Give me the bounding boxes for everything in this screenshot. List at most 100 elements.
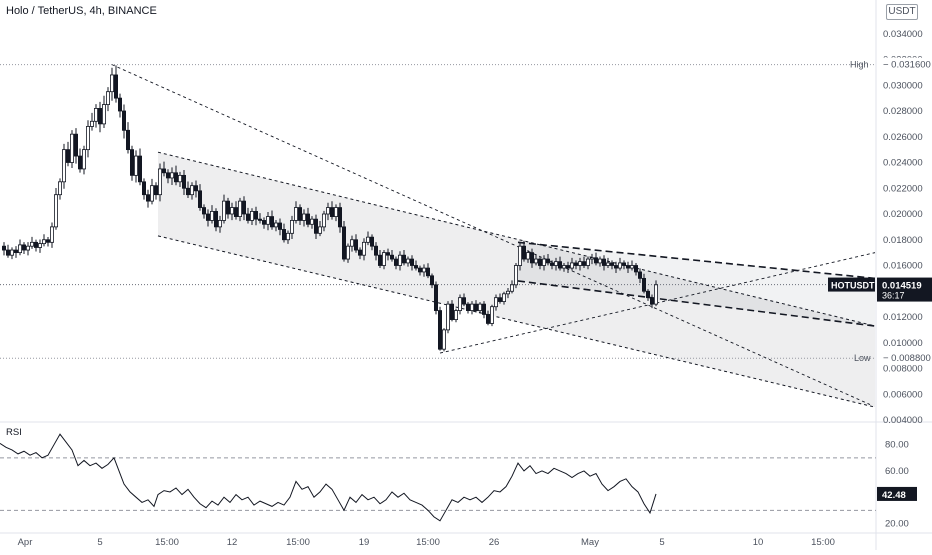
candle-body [357,249,362,256]
candle-body [534,258,539,264]
candle-body [137,155,142,183]
candle-body [582,261,587,266]
candle-body [586,258,591,266]
candle-body [74,133,79,157]
candle-body [401,254,406,264]
candle-body [473,303,478,311]
candle-body [329,207,334,217]
candle-body [546,258,551,264]
candle-body [257,218,262,221]
price-tick-label: 0.024000 [883,158,923,169]
candle-body [50,226,55,243]
rsi-tick-label: 60.00 [885,466,909,477]
candle-body [161,168,166,174]
candle-body [469,303,474,311]
candle-body [566,265,571,269]
candle-body [62,149,67,183]
candle-body [82,149,87,170]
candle-body [594,257,599,264]
candle-body [558,261,563,269]
candle-body [165,172,170,179]
rsi-line [0,433,657,522]
small-channel-upper [517,241,876,280]
time-tick-label: Apr [18,537,33,548]
candle-body [245,213,250,221]
symbol-label-bg [828,277,875,292]
candle-body [90,120,95,127]
candle-body [209,211,214,221]
low-label: Low [854,353,871,363]
candle-body [321,213,326,228]
candle-body [501,293,506,302]
candle-body [173,172,178,183]
candle-body [393,258,398,266]
candle-body [305,213,310,225]
time-tick-label: 5 [97,537,102,548]
time-tick-label: 5 [659,537,664,548]
candle-body [281,229,286,241]
low-value: − 0.008800 [883,353,931,364]
candle-body [273,222,278,228]
candle-body [2,245,7,251]
candle-body [78,155,83,170]
candle-body [213,211,218,228]
candle-body [497,297,502,302]
candle-body [277,222,282,230]
candle-body [42,239,47,245]
candle-body [225,200,230,215]
large-channel-upper [157,151,876,327]
candle-body [309,218,314,225]
high-value: − 0.031600 [883,60,931,71]
candle-body [133,155,138,176]
candle-body [441,329,446,350]
candle-body [229,207,234,215]
candle-body [237,200,242,217]
candle-body [94,108,99,122]
currency-selector[interactable]: USDT [886,4,918,20]
candle-body [389,254,394,260]
candle-body [485,314,490,324]
candle-body [114,74,119,99]
candle-body [110,74,115,93]
candle-body [189,185,194,196]
candle-body [457,297,462,311]
time-tick-label: May [581,537,599,548]
price-tick-label: 0.010000 [883,338,923,349]
candle-body [477,303,482,311]
bar-countdown: 36:17 [882,291,905,301]
large-channel-lower [157,235,876,408]
candle-body [509,284,514,292]
candle-body [285,232,290,241]
price-tick-label: 0.030000 [883,80,923,91]
low-value-bg [878,351,932,366]
candle-body [157,168,162,196]
candle-body [177,174,182,183]
candle-body [433,284,438,311]
candle-body [333,207,338,217]
symbol-label: HOTUSDT [831,281,875,291]
time-tick-label: 15:00 [155,537,179,548]
candle-body [34,241,39,248]
candle-body [409,258,414,266]
time-tick-label: 26 [489,537,500,548]
candle-body [297,207,302,221]
candle-body [58,181,63,196]
candle-body [538,258,543,266]
candle-body [349,239,354,247]
candle-body [46,239,51,243]
rsi-value-bg [877,486,917,501]
price-tick-label: 0.026000 [883,132,923,143]
candle-body [21,244,26,251]
candle-body [54,194,59,228]
candle-body [489,306,494,324]
candle-body [373,245,378,256]
candle-body [129,149,134,176]
candle-body [493,297,498,308]
candle-body [542,258,547,266]
last-price-value: 0.014519 [882,281,922,292]
candle-body [514,265,519,286]
candle-body [461,297,466,305]
candle-body [317,226,322,234]
